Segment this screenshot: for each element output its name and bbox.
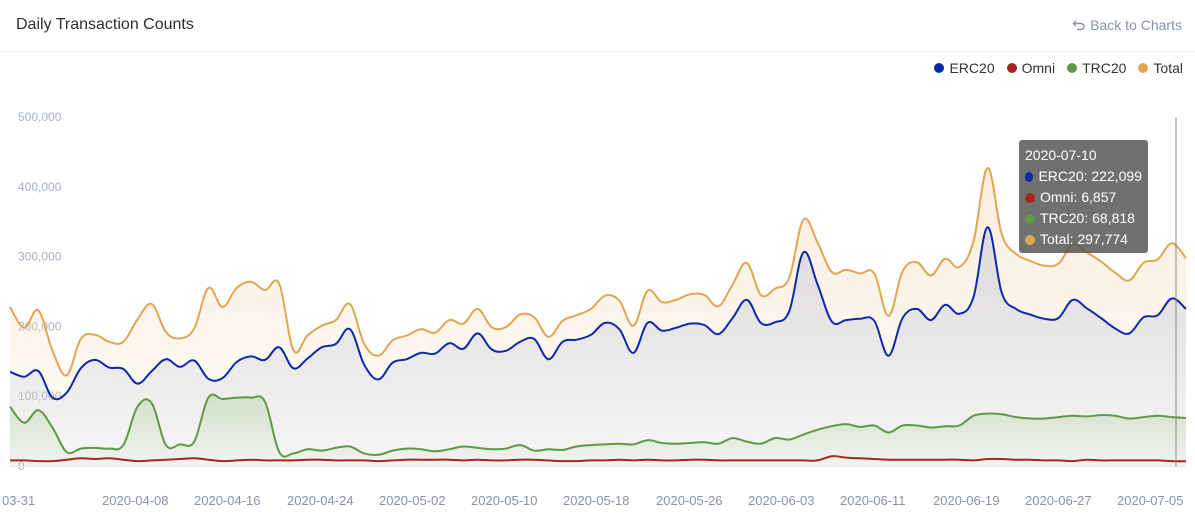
chart-legend: ERC20 Omni TRC20 Total	[934, 60, 1183, 76]
x-tick-label: 2020-06-19	[933, 493, 1000, 508]
x-tick-label: 2020-06-03	[748, 493, 815, 508]
tooltip-dot-trc20	[1025, 213, 1035, 224]
tooltip-row-omni: Omni: 6,857	[1025, 187, 1142, 208]
legend-dot-erc20	[934, 63, 945, 73]
x-tick-label: 2020-07-05	[1117, 493, 1184, 508]
tooltip-row-total: Total: 297,774	[1025, 229, 1142, 250]
y-tick-label: 500,000	[18, 110, 62, 124]
legend-dot-omni	[1006, 63, 1017, 73]
x-tick-label: 2020-05-18	[563, 493, 630, 508]
legend-item-trc20[interactable]: TRC20	[1067, 60, 1126, 76]
tooltip-value-trc20: TRC20: 68,818	[1040, 210, 1135, 226]
legend-label-trc20: TRC20	[1082, 60, 1127, 76]
tooltip-value-erc20: ERC20: 222,099	[1038, 168, 1142, 184]
legend-dot-trc20	[1067, 63, 1078, 73]
series-line-erc20	[9, 226, 1187, 401]
area-trc20	[10, 394, 1186, 466]
y-tick-label: 400,000	[18, 180, 62, 194]
tooltip-date: 2020-07-10	[1025, 147, 1097, 163]
chart-tooltip: 2020-07-10 ERC20: 222,099 Omni: 6,857 TR…	[1019, 140, 1148, 253]
back-to-charts-label: Back to Charts	[1090, 17, 1182, 33]
x-tick-label: 2020-04-24	[287, 493, 354, 508]
x-tick-label: 2020-06-11	[840, 493, 906, 508]
chart-header: Daily Transaction Counts Back to Charts	[0, 0, 1195, 52]
x-tick-label: 2020-05-26	[656, 493, 723, 508]
tooltip-value-total: Total: 297,774	[1040, 231, 1128, 247]
tooltip-value-omni: Omni: 6,857	[1040, 189, 1117, 205]
series-line-total	[9, 166, 1187, 377]
series-line-trc20	[9, 393, 1187, 458]
legend-label-erc20: ERC20	[949, 60, 995, 76]
x-tick-label: 03-31	[2, 493, 35, 508]
legend-item-omni[interactable]: Omni	[1006, 60, 1056, 76]
y-tick-label: 300,000	[18, 250, 62, 264]
x-tick-label: 2020-05-10	[471, 493, 538, 508]
legend-item-total[interactable]: Total	[1138, 60, 1183, 76]
x-tick-label: 2020-04-16	[194, 493, 261, 508]
back-to-charts-link[interactable]: Back to Charts	[1072, 17, 1182, 33]
x-tick-label: 2020-05-02	[379, 493, 446, 508]
tooltip-dot-omni	[1025, 192, 1035, 203]
legend-label-total: Total	[1153, 60, 1183, 76]
tooltip-dot-erc20	[1025, 171, 1034, 182]
legend-label-omni: Omni	[1021, 60, 1056, 76]
tooltip-row-erc20: ERC20: 222,099	[1025, 166, 1142, 187]
tooltip-dot-total	[1025, 234, 1035, 245]
x-tick-label: 2020-04-08	[102, 493, 169, 508]
tooltip-row-trc20: TRC20: 68,818	[1025, 208, 1142, 229]
legend-item-erc20[interactable]: ERC20	[934, 60, 995, 76]
x-tick-label: 2020-06-27	[1025, 493, 1092, 508]
page-title: Daily Transaction Counts	[16, 16, 194, 33]
area-erc20	[10, 227, 1186, 466]
undo-arrow-icon	[1072, 20, 1085, 31]
legend-dot-total	[1138, 63, 1149, 73]
series-line-omni	[9, 455, 1187, 463]
